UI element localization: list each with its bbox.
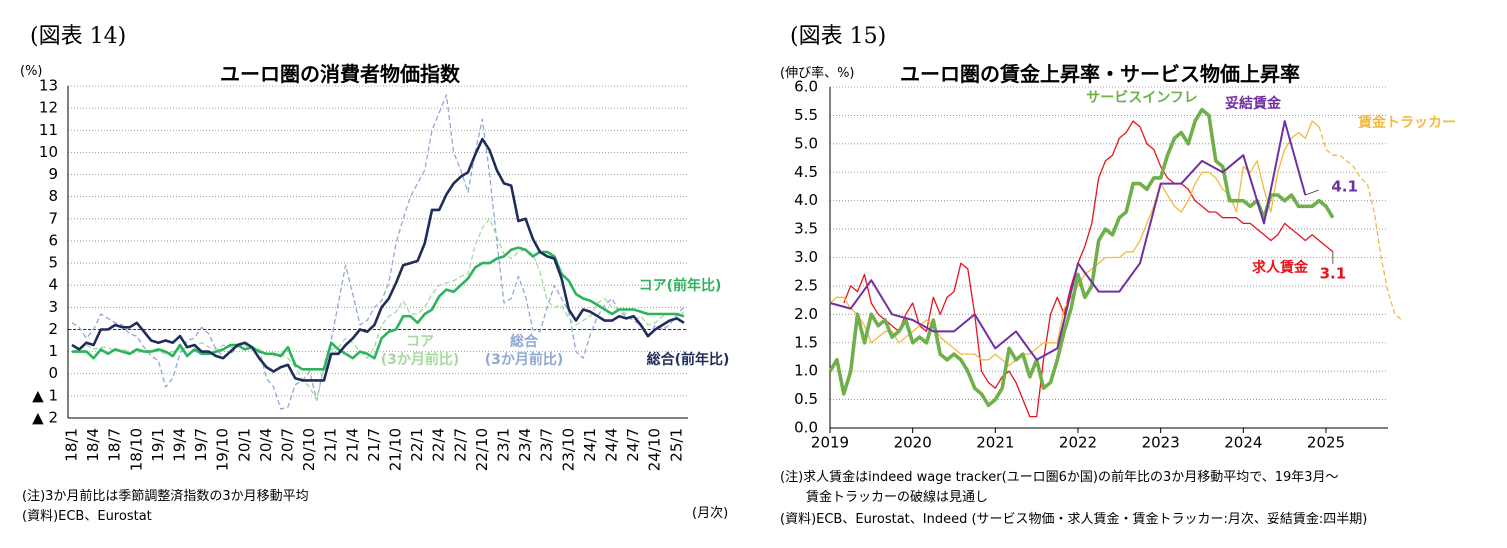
- series-label: 賃金トラッカー: [1358, 115, 1456, 131]
- y-axis-label: (伸び率、%): [780, 66, 855, 81]
- x-tick-label: 18/10: [127, 428, 145, 471]
- series-line: [829, 120, 1320, 367]
- y-tick-label: 5: [48, 254, 58, 272]
- series-label: 妥結賃金: [1225, 96, 1281, 112]
- y-tick-label: 5.5: [794, 106, 818, 124]
- x-tick-label: 19/7: [192, 428, 210, 462]
- y-tick-label: 9: [48, 165, 58, 183]
- note: (注)3か月前比は季節調整済指数の3か月移動平均: [22, 489, 309, 504]
- figure-label: (図表 14): [30, 24, 127, 49]
- y-tick-label: 8: [48, 187, 58, 205]
- y-tick-label: 1: [48, 342, 58, 360]
- y-tick-label: 13: [39, 77, 58, 95]
- source: (資料)ECB、Eurostat: [22, 509, 152, 524]
- series-label: コア(前年比): [638, 278, 722, 294]
- figure-label: (図表 15): [790, 24, 887, 49]
- y-tick-label: 4.5: [794, 163, 818, 181]
- series-label: 総合(前年比): [646, 352, 730, 368]
- source: (資料)ECB、Eurostat、Indeed (サービス物価・求人賃金・賃金ト…: [780, 512, 1368, 527]
- chart-title: ユーロ圏の賃金上昇率・サービス物価上昇率: [900, 62, 1300, 86]
- series-line: [71, 94, 685, 410]
- x-axis-label: (月次): [692, 506, 729, 521]
- x-tick-label: 22/4: [430, 428, 448, 462]
- x-tick-label: 23/1: [495, 428, 513, 462]
- x-tick-label: 23/10: [559, 428, 577, 471]
- series-line: [71, 218, 685, 401]
- x-tick-label: 23/7: [538, 428, 556, 462]
- data-label: 4.1: [1331, 177, 1358, 195]
- x-tick-label: 2025: [1307, 434, 1345, 452]
- y-tick-label: 3.5: [794, 220, 818, 238]
- series-line: [828, 107, 1335, 408]
- note: 賃金トラッカーの破線は見通し: [780, 490, 989, 505]
- series-line: [71, 137, 685, 382]
- leader-line: [1305, 189, 1319, 196]
- series-label: サービスインフレ: [1086, 90, 1198, 106]
- x-tick-label: 19/4: [171, 428, 189, 462]
- series-label: 求人賃金: [1252, 260, 1308, 276]
- chart-title: ユーロ圏の消費者物価指数: [220, 62, 460, 86]
- x-tick-label: 22/10: [473, 428, 491, 471]
- y-tick-label: 10: [39, 143, 58, 161]
- x-tick-label: 2019: [811, 434, 849, 452]
- y-tick-label: 0.0: [794, 419, 818, 437]
- x-tick-label: 20/4: [257, 428, 275, 462]
- x-tick-label: 21/10: [387, 428, 405, 471]
- y-tick-label: 4: [48, 276, 58, 294]
- x-tick-label: 2022: [1059, 434, 1097, 452]
- y-tick-label: 12: [39, 99, 58, 117]
- data-label: 3.1: [1320, 264, 1347, 282]
- y-tick-label: 6: [48, 231, 58, 249]
- series-line: [829, 120, 1307, 361]
- y-axis-label: (%): [20, 64, 43, 79]
- x-tick-label: 19/10: [214, 428, 232, 471]
- y-tick-label: 7: [48, 209, 58, 227]
- series-line: [843, 120, 1334, 418]
- y-tick-label: 3.0: [794, 248, 818, 266]
- y-tick-label: 0.5: [794, 390, 818, 408]
- series-line: [72, 246, 685, 371]
- x-tick-label: 2021: [976, 434, 1014, 452]
- y-tick-label: 3: [48, 298, 58, 316]
- y-tick-label: 6.0: [794, 78, 818, 96]
- y-tick-label: 2.5: [794, 276, 818, 294]
- y-tick-label: 0: [48, 364, 58, 382]
- x-tick-label: 25/1: [667, 428, 685, 462]
- y-tick-label: ▲ 2: [32, 409, 58, 427]
- x-tick-label: 20/10: [300, 428, 318, 471]
- x-tick-label: 2024: [1224, 434, 1262, 452]
- x-tick-label: 18/1: [63, 428, 81, 462]
- x-tick-label: 20/1: [235, 428, 253, 462]
- y-tick-label: 1.5: [794, 333, 818, 351]
- x-tick-label: 24/10: [646, 428, 664, 471]
- y-tick-label: 1.0: [794, 362, 818, 380]
- forecast-line: [1318, 126, 1403, 321]
- series-label: 総合 (3か月前比): [484, 334, 564, 368]
- x-tick-label: 22/7: [451, 428, 469, 462]
- x-tick-label: 20/7: [279, 428, 297, 462]
- x-tick-label: 24/4: [603, 428, 621, 462]
- y-tick-label: 2: [48, 320, 58, 338]
- x-tick-label: 21/4: [343, 428, 361, 462]
- x-tick-label: 23/4: [516, 428, 534, 462]
- x-tick-label: 24/7: [624, 428, 642, 462]
- note: (注)求人賃金はindeed wage tracker(ユーロ圏6か国)の前年比…: [780, 470, 1339, 485]
- x-tick-label: 24/1: [581, 428, 599, 462]
- series-label: コア (3か月前比): [380, 334, 460, 368]
- y-tick-label: 11: [39, 121, 58, 139]
- x-tick-label: 21/7: [365, 428, 383, 462]
- x-tick-label: 2023: [1142, 434, 1180, 452]
- x-tick-label: 18/4: [84, 428, 102, 462]
- y-tick-label: 4.0: [794, 191, 818, 209]
- x-tick-label: 21/1: [322, 428, 340, 462]
- x-tick-label: 22/1: [408, 428, 426, 462]
- y-tick-label: 5.0: [794, 134, 818, 152]
- x-tick-label: 19/1: [149, 428, 167, 462]
- x-tick-label: 2020: [894, 434, 932, 452]
- y-tick-label: 2.0: [794, 305, 818, 323]
- x-tick-label: 18/7: [106, 428, 124, 462]
- y-tick-label: ▲ 1: [32, 386, 58, 404]
